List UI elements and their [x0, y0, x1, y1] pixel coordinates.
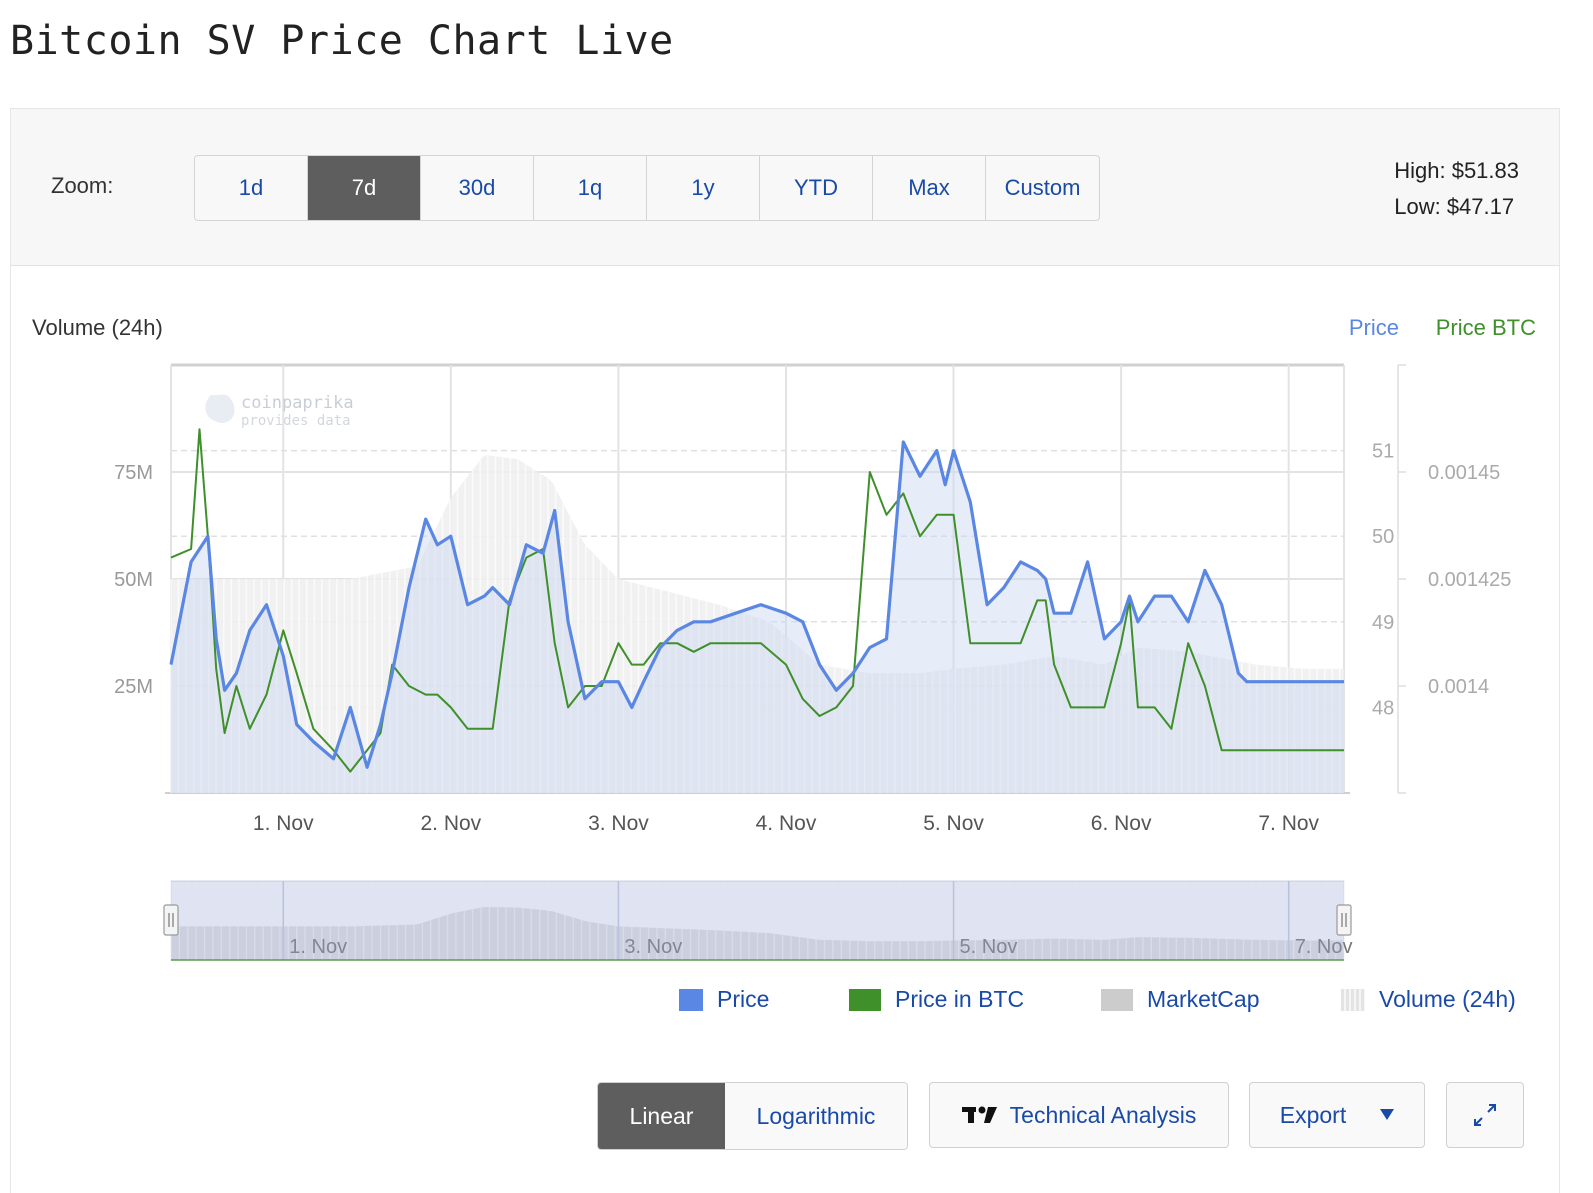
- btc-tick-label: 0.0014: [1428, 676, 1489, 698]
- legend-swatch-marketcap: [1101, 988, 1133, 1011]
- fullscreen-button[interactable]: [1446, 1082, 1524, 1148]
- price-tick-label: 51: [1372, 441, 1394, 463]
- x-tick-label: 5. Nov: [923, 812, 984, 835]
- zoom-button-group: 1d 7d 30d 1q 1y YTD Max Custom: [194, 155, 1100, 221]
- volume-area-fill: [171, 455, 1344, 793]
- legend-swatch-volume: [1341, 988, 1365, 1011]
- legend-swatch-price: [679, 988, 703, 1011]
- chart-legend: Price Price in BTC MarketCap Volume (24h…: [11, 986, 1559, 1022]
- legend-swatch-price-btc: [849, 988, 881, 1011]
- watermark-line1: coinpaprika: [241, 393, 354, 413]
- btc-tick-label: 0.001425: [1428, 569, 1511, 591]
- low-value: Low: $47.17: [1394, 194, 1515, 219]
- logarithmic-scale-button[interactable]: Logarithmic: [725, 1083, 907, 1149]
- legend-label-price: Price: [717, 986, 770, 1012]
- high-low-summary: High: $51.83 Low: $47.17: [1394, 153, 1519, 225]
- navigator-right-handle[interactable]: [1336, 904, 1352, 936]
- watermark-pepper-icon: [205, 394, 235, 423]
- btc-axis-title: Price BTC: [1436, 315, 1536, 340]
- navigator-selection-mask[interactable]: [171, 881, 1344, 960]
- volume-tick-label: 75M: [114, 462, 153, 484]
- x-tick-label: 2. Nov: [420, 812, 481, 835]
- price-series-path: [169, 440, 1344, 769]
- technical-analysis-button[interactable]: Technical Analysis: [929, 1082, 1229, 1148]
- zoom-toolbar: Zoom: 1d 7d 30d 1q 1y YTD Max Custom Hig…: [11, 109, 1559, 266]
- x-tick-label: 3. Nov: [588, 812, 649, 835]
- watermark: coinpaprika provides data: [205, 393, 354, 429]
- caret-down-icon: [1380, 1109, 1395, 1120]
- high-value: High: $51.83: [1394, 158, 1519, 183]
- legend-item-price-btc[interactable]: Price in BTC: [849, 986, 1024, 1013]
- price-line: [169, 440, 1344, 769]
- navigator-tick-label: 3. Nov: [624, 936, 682, 958]
- price-chart[interactable]: Volume (24h) Price Price BTC coinpaprika…: [11, 265, 1559, 985]
- navigator[interactable]: 1. Nov 3. Nov 5. Nov 7. Nov: [163, 880, 1353, 961]
- chart-panel: Zoom: 1d 7d 30d 1q 1y YTD Max Custom Hig…: [10, 108, 1560, 1193]
- navigator-tick-label: 1. Nov: [289, 936, 347, 958]
- handle-grip[interactable]: [1336, 904, 1352, 936]
- price-axis-title: Price: [1349, 315, 1399, 340]
- x-tick-label: 1. Nov: [253, 812, 314, 835]
- zoom-label: Zoom:: [51, 173, 114, 198]
- zoom-button-custom[interactable]: Custom: [1004, 175, 1081, 200]
- legend-label-volume: Volume (24h): [1379, 986, 1516, 1012]
- navigator-tick-label: 5. Nov: [960, 936, 1018, 958]
- btc-tick-label: 0.00145: [1428, 462, 1500, 484]
- zoom-button-7d[interactable]: 7d: [308, 156, 421, 220]
- zoom-button-1q[interactable]: 1q: [534, 156, 647, 220]
- volume-tick-label: 50M: [114, 569, 153, 591]
- axes: 1. Nov 2. Nov 3. Nov 4. Nov 5. Nov 6. Nov 7. N…: [114, 364, 1511, 835]
- navigator-tick-label: 7. Nov: [1295, 936, 1353, 958]
- navigator-left-handle[interactable]: [163, 904, 179, 936]
- volume-tick-label: 25M: [114, 676, 153, 698]
- export-button[interactable]: Export: [1249, 1082, 1425, 1148]
- handle-grip[interactable]: [163, 904, 179, 936]
- technical-analysis-label: Technical Analysis: [1009, 1101, 1197, 1128]
- legend-label-marketcap: MarketCap: [1147, 986, 1260, 1012]
- price-btc-series-path: [170, 428, 1344, 773]
- watermark-line2: provides data: [241, 413, 351, 429]
- zoom-button-1y[interactable]: 1y: [647, 156, 760, 220]
- price-area-fill: [171, 442, 1344, 793]
- zoom-button-30d[interactable]: 30d: [421, 156, 534, 220]
- x-tick-label: 7. Nov: [1258, 812, 1319, 835]
- linear-scale-button[interactable]: Linear: [598, 1083, 725, 1149]
- scale-toggle: Linear Logarithmic: [597, 1082, 908, 1150]
- legend-item-price[interactable]: Price: [679, 986, 769, 1013]
- zoom-button-max[interactable]: Max: [873, 156, 986, 220]
- expand-icon: [1474, 1104, 1496, 1126]
- tradingview-logo-icon: [961, 1106, 997, 1123]
- legend-item-marketcap[interactable]: MarketCap: [1101, 986, 1259, 1013]
- legend-label-price-btc: Price in BTC: [895, 986, 1025, 1012]
- chart-controls: Linear Logarithmic Technical Analysis Ex…: [11, 1082, 1559, 1152]
- legend-item-volume[interactable]: Volume (24h): [1341, 986, 1516, 1013]
- x-tick-label: 4. Nov: [756, 812, 817, 835]
- price-area: [171, 442, 1344, 793]
- price-tick-label: 48: [1372, 697, 1394, 719]
- export-label: Export: [1279, 1101, 1347, 1128]
- price-btc-line: [170, 428, 1344, 773]
- zoom-button-ytd[interactable]: YTD: [760, 156, 873, 220]
- price-tick-label: 49: [1372, 612, 1394, 634]
- page-title: Bitcoin SV Price Chart Live: [10, 18, 674, 64]
- left-axis-title: Volume (24h): [32, 315, 163, 340]
- x-tick-label: 6. Nov: [1091, 812, 1152, 835]
- zoom-button-1d[interactable]: 1d: [195, 156, 308, 220]
- price-tick-label: 50: [1372, 526, 1394, 548]
